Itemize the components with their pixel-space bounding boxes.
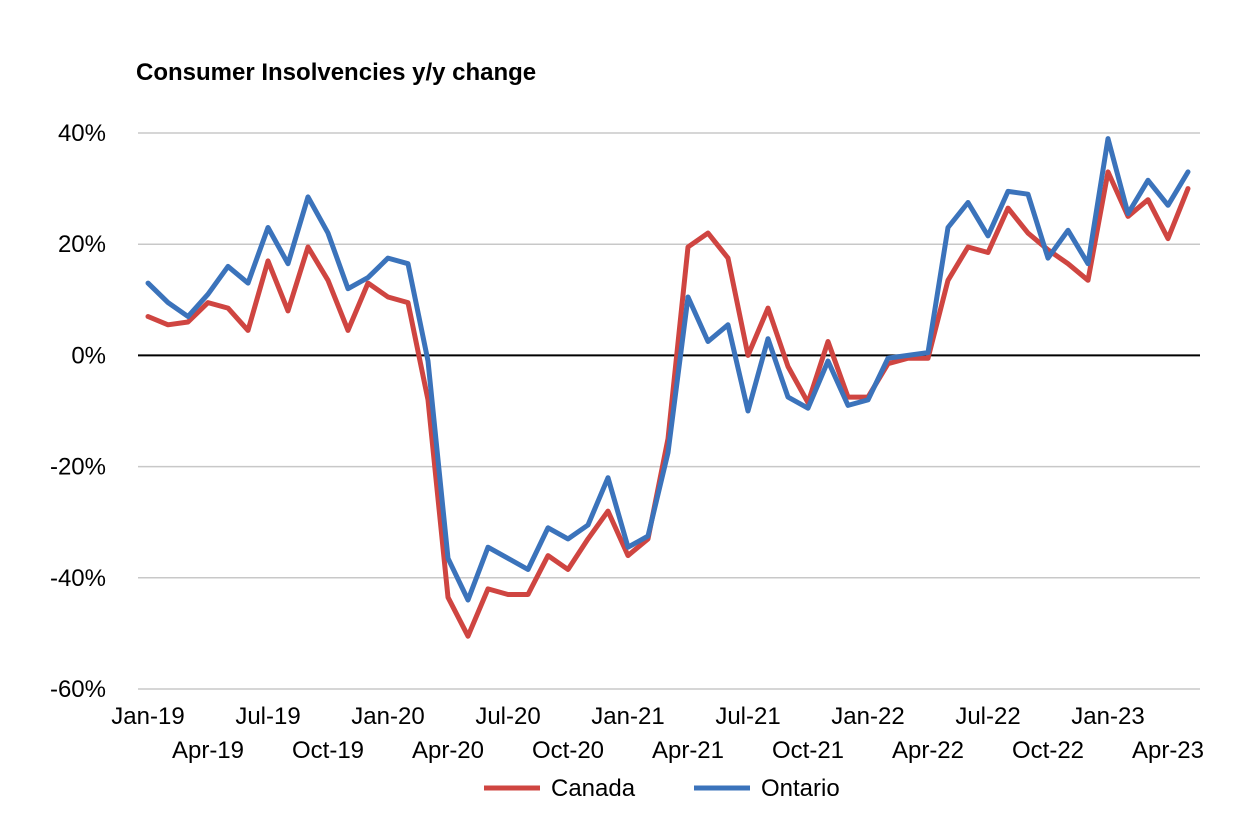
x-tick-label: Jul-22	[955, 703, 1020, 730]
x-tick-label: Jan-23	[1071, 703, 1144, 730]
x-tick-label: Jul-20	[475, 703, 540, 730]
y-tick-label: -40%	[50, 565, 106, 592]
x-tick-label: Jan-20	[351, 703, 424, 730]
y-axis-ticks: 40% 20% 0% -20% -40% -60%	[50, 120, 106, 703]
x-tick-label: Apr-21	[652, 737, 724, 764]
y-tick-label: -20%	[50, 454, 106, 481]
x-tick-label: Oct-21	[772, 737, 844, 764]
x-tick-label: Apr-20	[412, 737, 484, 764]
x-tick-label: Jul-21	[715, 703, 780, 730]
y-tick-label: -60%	[50, 676, 106, 703]
series-lines	[145, 136, 1191, 639]
x-tick-label: Jul-19	[235, 703, 300, 730]
y-tick-label: 40%	[58, 120, 106, 147]
legend-label-canada: Canada	[551, 775, 636, 802]
x-tick-label: Apr-19	[172, 737, 244, 764]
chart-title: Consumer Insolvencies y/y change	[136, 59, 536, 86]
y-tick-label: 0%	[71, 342, 106, 369]
x-tick-label: Oct-22	[1012, 737, 1084, 764]
y-tick-label: 20%	[58, 231, 106, 258]
x-tick-label: Jan-21	[591, 703, 664, 730]
x-tick-label: Jan-19	[111, 703, 184, 730]
legend: Canada Ontario	[484, 775, 840, 802]
x-tick-label: Jan-22	[831, 703, 904, 730]
series-line-ontario	[145, 136, 1191, 603]
gridlines	[138, 132, 1200, 690]
x-tick-label: Oct-20	[532, 737, 604, 764]
x-tick-label: Oct-19	[292, 737, 364, 764]
series-line-canada	[145, 169, 1191, 639]
legend-label-ontario: Ontario	[761, 775, 840, 802]
x-axis-ticks: Jan-19 Jul-19 Jan-20 Jul-20 Jan-21 Jul-21 Jan-…	[111, 703, 1204, 764]
x-tick-label: Apr-23	[1132, 737, 1204, 764]
x-tick-label: Apr-22	[892, 737, 964, 764]
